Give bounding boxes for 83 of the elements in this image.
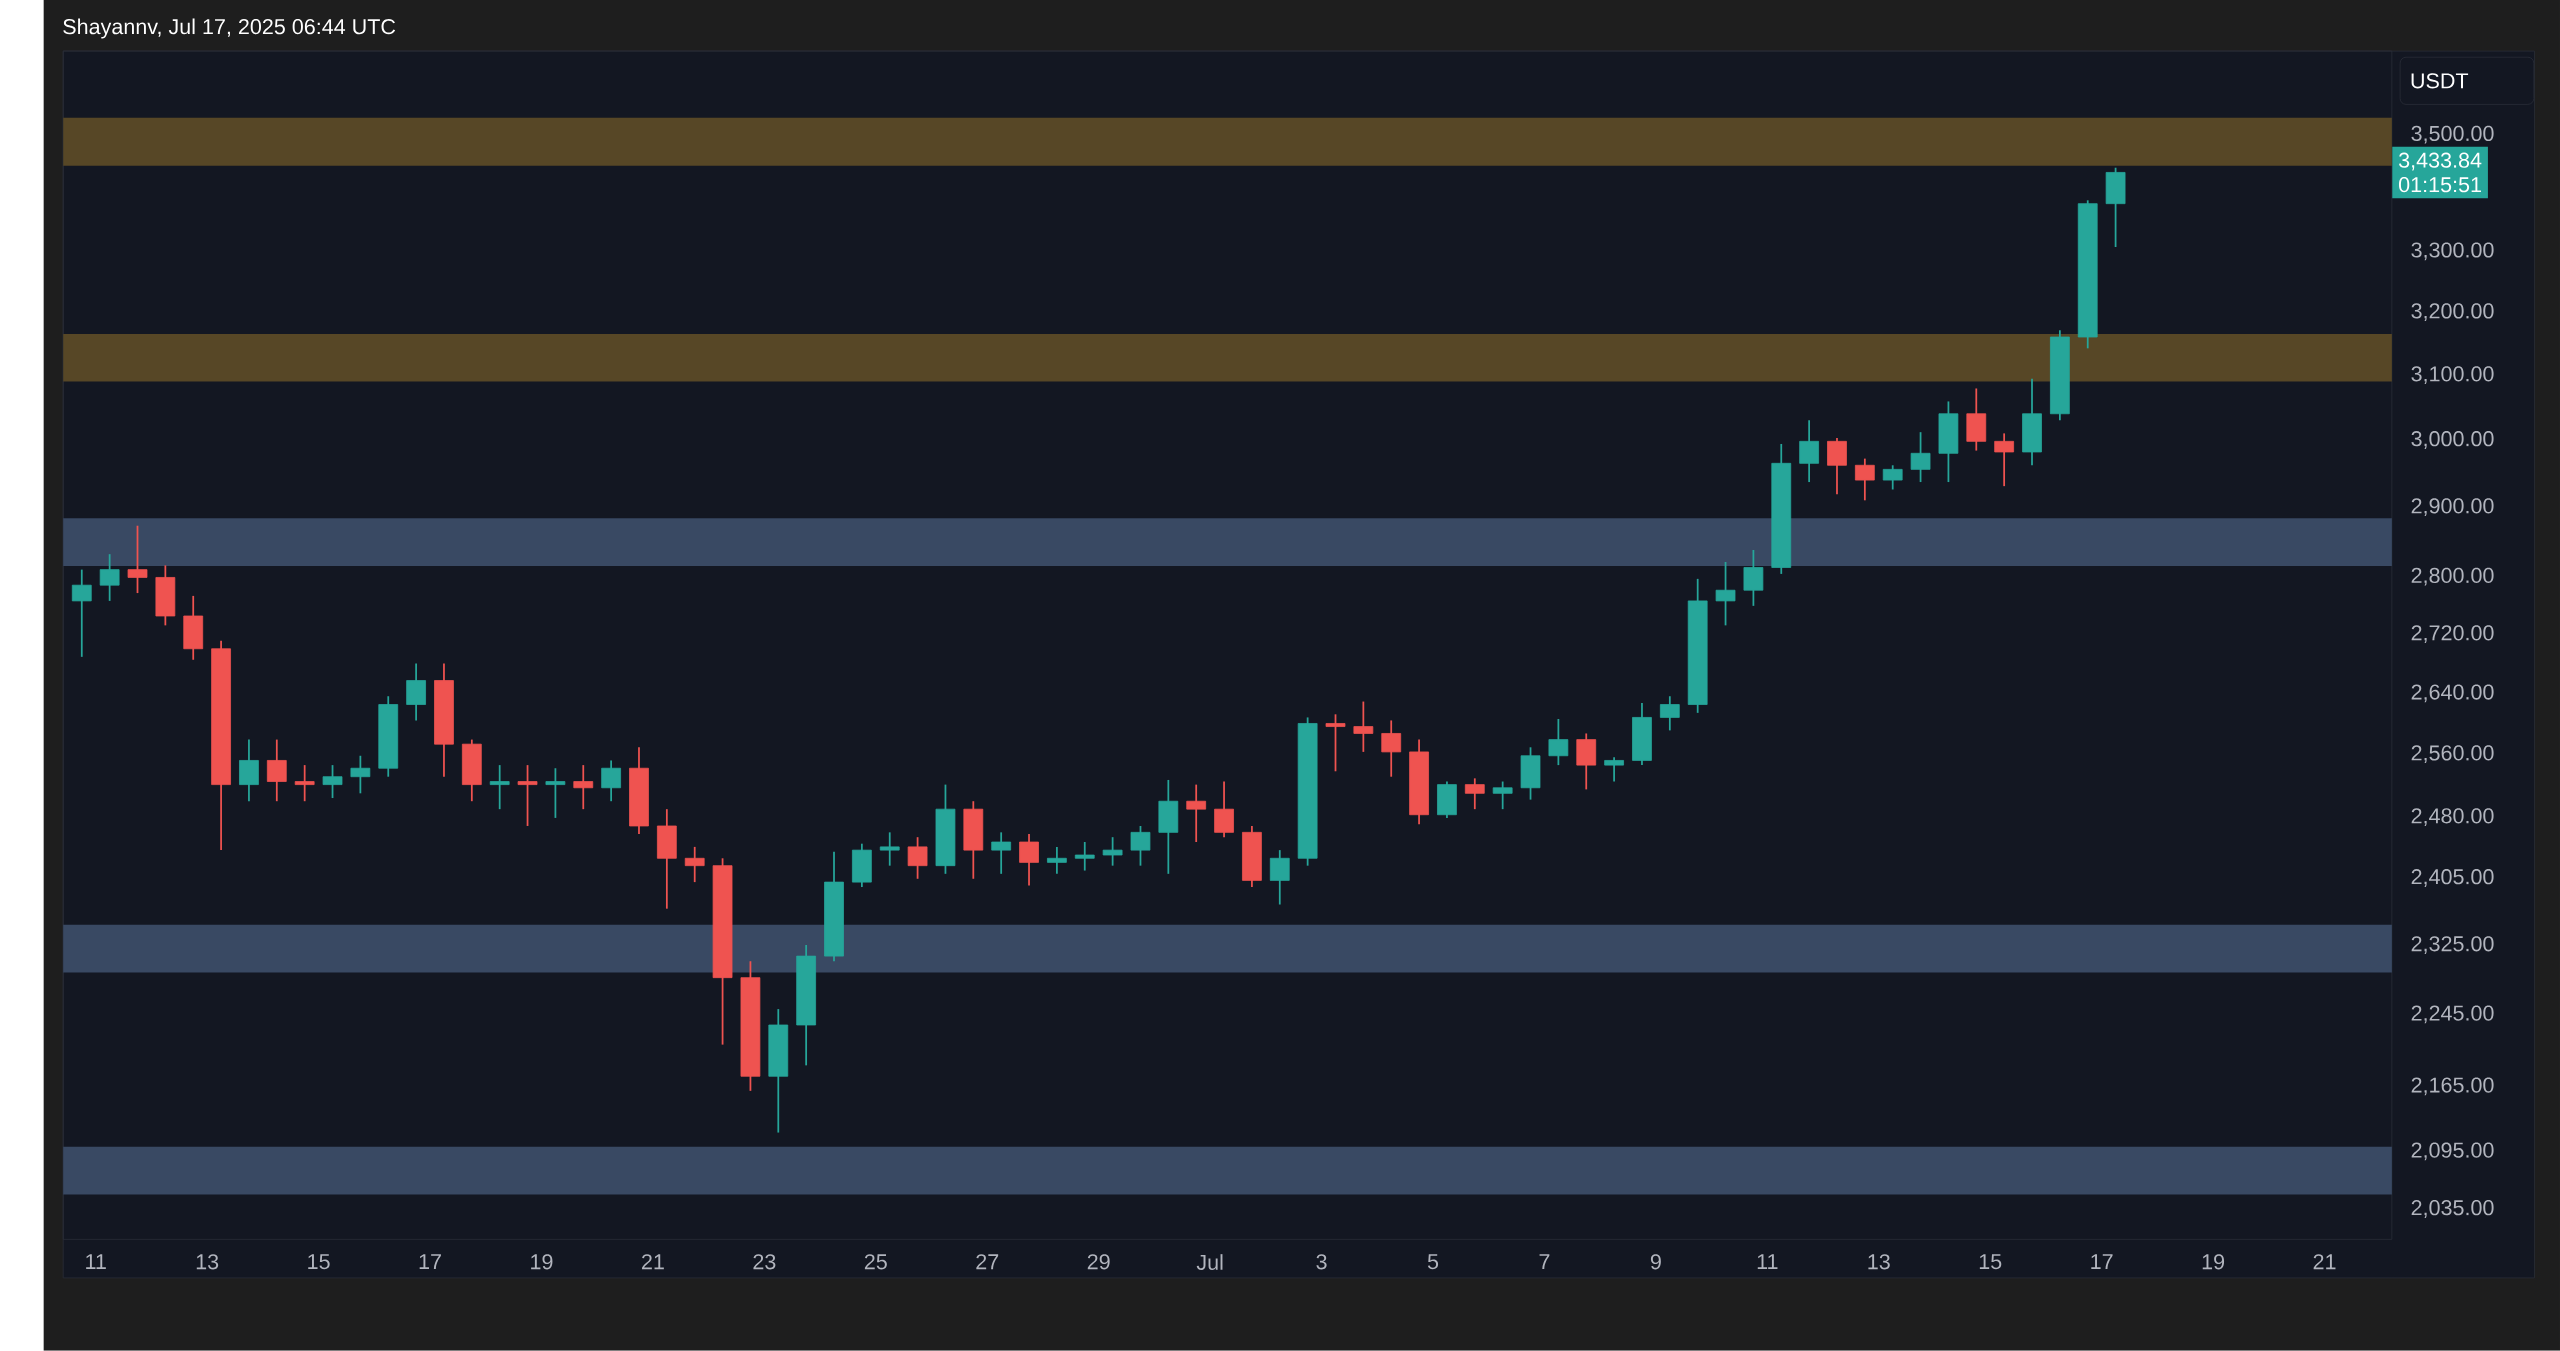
y-tick-label: 3,000.00 (2411, 431, 2494, 450)
y-tick-label: 2,165.00 (2411, 1077, 2494, 1096)
candlestick (294, 764, 315, 803)
candlestick (1548, 718, 1569, 767)
candlestick (1464, 777, 1485, 811)
candlestick (406, 662, 426, 722)
y-tick-label: 2,325.00 (2411, 936, 2494, 955)
x-tick-label: 11 (86, 1254, 106, 1270)
y-tick-label: 2,480.00 (2411, 808, 2494, 827)
x-tick-label: 15 (308, 1254, 330, 1270)
y-tick-label: 2,245.00 (2411, 1005, 2494, 1024)
candlestick (907, 836, 928, 880)
y-tick-label: 2,640.00 (2411, 684, 2494, 703)
candlestick (1743, 549, 1764, 607)
x-tick-label: 17 (419, 1254, 441, 1270)
candlestick (1130, 825, 1151, 867)
candlestick (1799, 419, 1819, 484)
candlestick (684, 846, 705, 884)
candlestick (1074, 841, 1095, 872)
x-tick-label: Jul (1196, 1254, 1223, 1271)
candlestick (1186, 783, 1207, 844)
candlestick (601, 759, 621, 803)
candlestick (517, 764, 538, 828)
candlestick (1827, 437, 1847, 496)
candlestick (1492, 780, 1513, 811)
candlestick (1353, 700, 1374, 753)
candlestick (1659, 695, 1680, 732)
candlestick (1381, 719, 1402, 778)
candlestick (1325, 713, 1346, 773)
candlestick (1994, 432, 2015, 488)
candlestick (1019, 833, 1039, 887)
y-tick-label: 2,800.00 (2411, 568, 2494, 586)
x-tick-label: 5 (1427, 1254, 1439, 1270)
candlestick (350, 755, 371, 795)
x-tick-label: 17 (2091, 1254, 2113, 1270)
x-tick-label: 13 (1868, 1254, 1890, 1270)
y-tick-label: 3,100.00 (2411, 366, 2494, 385)
candlestick (573, 764, 594, 811)
y-tick-label: 2,095.00 (2411, 1142, 2494, 1161)
x-tick-label: 25 (864, 1254, 887, 1270)
candlestick (1047, 846, 1067, 875)
candlestick (322, 764, 343, 800)
y-tick-label: 3,300.00 (2411, 242, 2494, 261)
candlestick (879, 831, 900, 867)
candlestick (1214, 780, 1234, 839)
candlestick (1102, 836, 1123, 867)
chart-title: Shayannv, Jul 17, 2025 06:44 UTC (63, 18, 396, 39)
candlestick (1882, 464, 1903, 491)
candlestick (545, 767, 566, 819)
text: 3,433.84 (2398, 152, 2482, 171)
candlestick (1910, 431, 1931, 484)
x-tick-label: 13 (196, 1254, 219, 1270)
x-tick-label: 9 (1650, 1254, 1661, 1270)
candlestick (99, 553, 120, 602)
y-tick-label: 3,200.00 (2411, 303, 2494, 322)
x-tick-label: 23 (753, 1254, 776, 1270)
y-axis-title: USDT (2411, 73, 2469, 89)
candlestick (1854, 457, 1875, 502)
x-tick-label: 21 (2313, 1254, 2336, 1270)
x-tick-label: 29 (1087, 1254, 1110, 1270)
y-tick-label: 2,035.00 (2411, 1200, 2494, 1219)
x-tick-label: 27 (976, 1254, 999, 1270)
x-tick-label: 19 (531, 1254, 553, 1270)
y-tick-label: 3,500.00 (2411, 126, 2494, 144)
x-tick-label: 7 (1539, 1254, 1550, 1270)
x-tick-label: 21 (642, 1254, 664, 1270)
candlestick (489, 764, 510, 811)
candlestick (991, 831, 1012, 875)
y-tick-label: 2,900.00 (2411, 498, 2494, 517)
y-tick-label: 2,405.00 (2411, 869, 2494, 888)
candlestick (1604, 756, 1624, 783)
x-tick-label: 3 (1316, 1254, 1327, 1270)
x-tick-label: 15 (1979, 1254, 2002, 1270)
y-tick-label: 2,560.00 (2411, 745, 2494, 764)
candlestick (266, 738, 287, 803)
candlestick (1269, 849, 1290, 906)
x-tick-label: 19 (2202, 1254, 2225, 1270)
text: 01:15:51 (2398, 177, 2481, 193)
candlestick (71, 568, 92, 658)
candlestick (1715, 561, 1736, 627)
candlestick (127, 525, 148, 595)
x-tick-label: 11 (1757, 1254, 1778, 1270)
y-tick-label: 2,720.00 (2411, 625, 2494, 644)
